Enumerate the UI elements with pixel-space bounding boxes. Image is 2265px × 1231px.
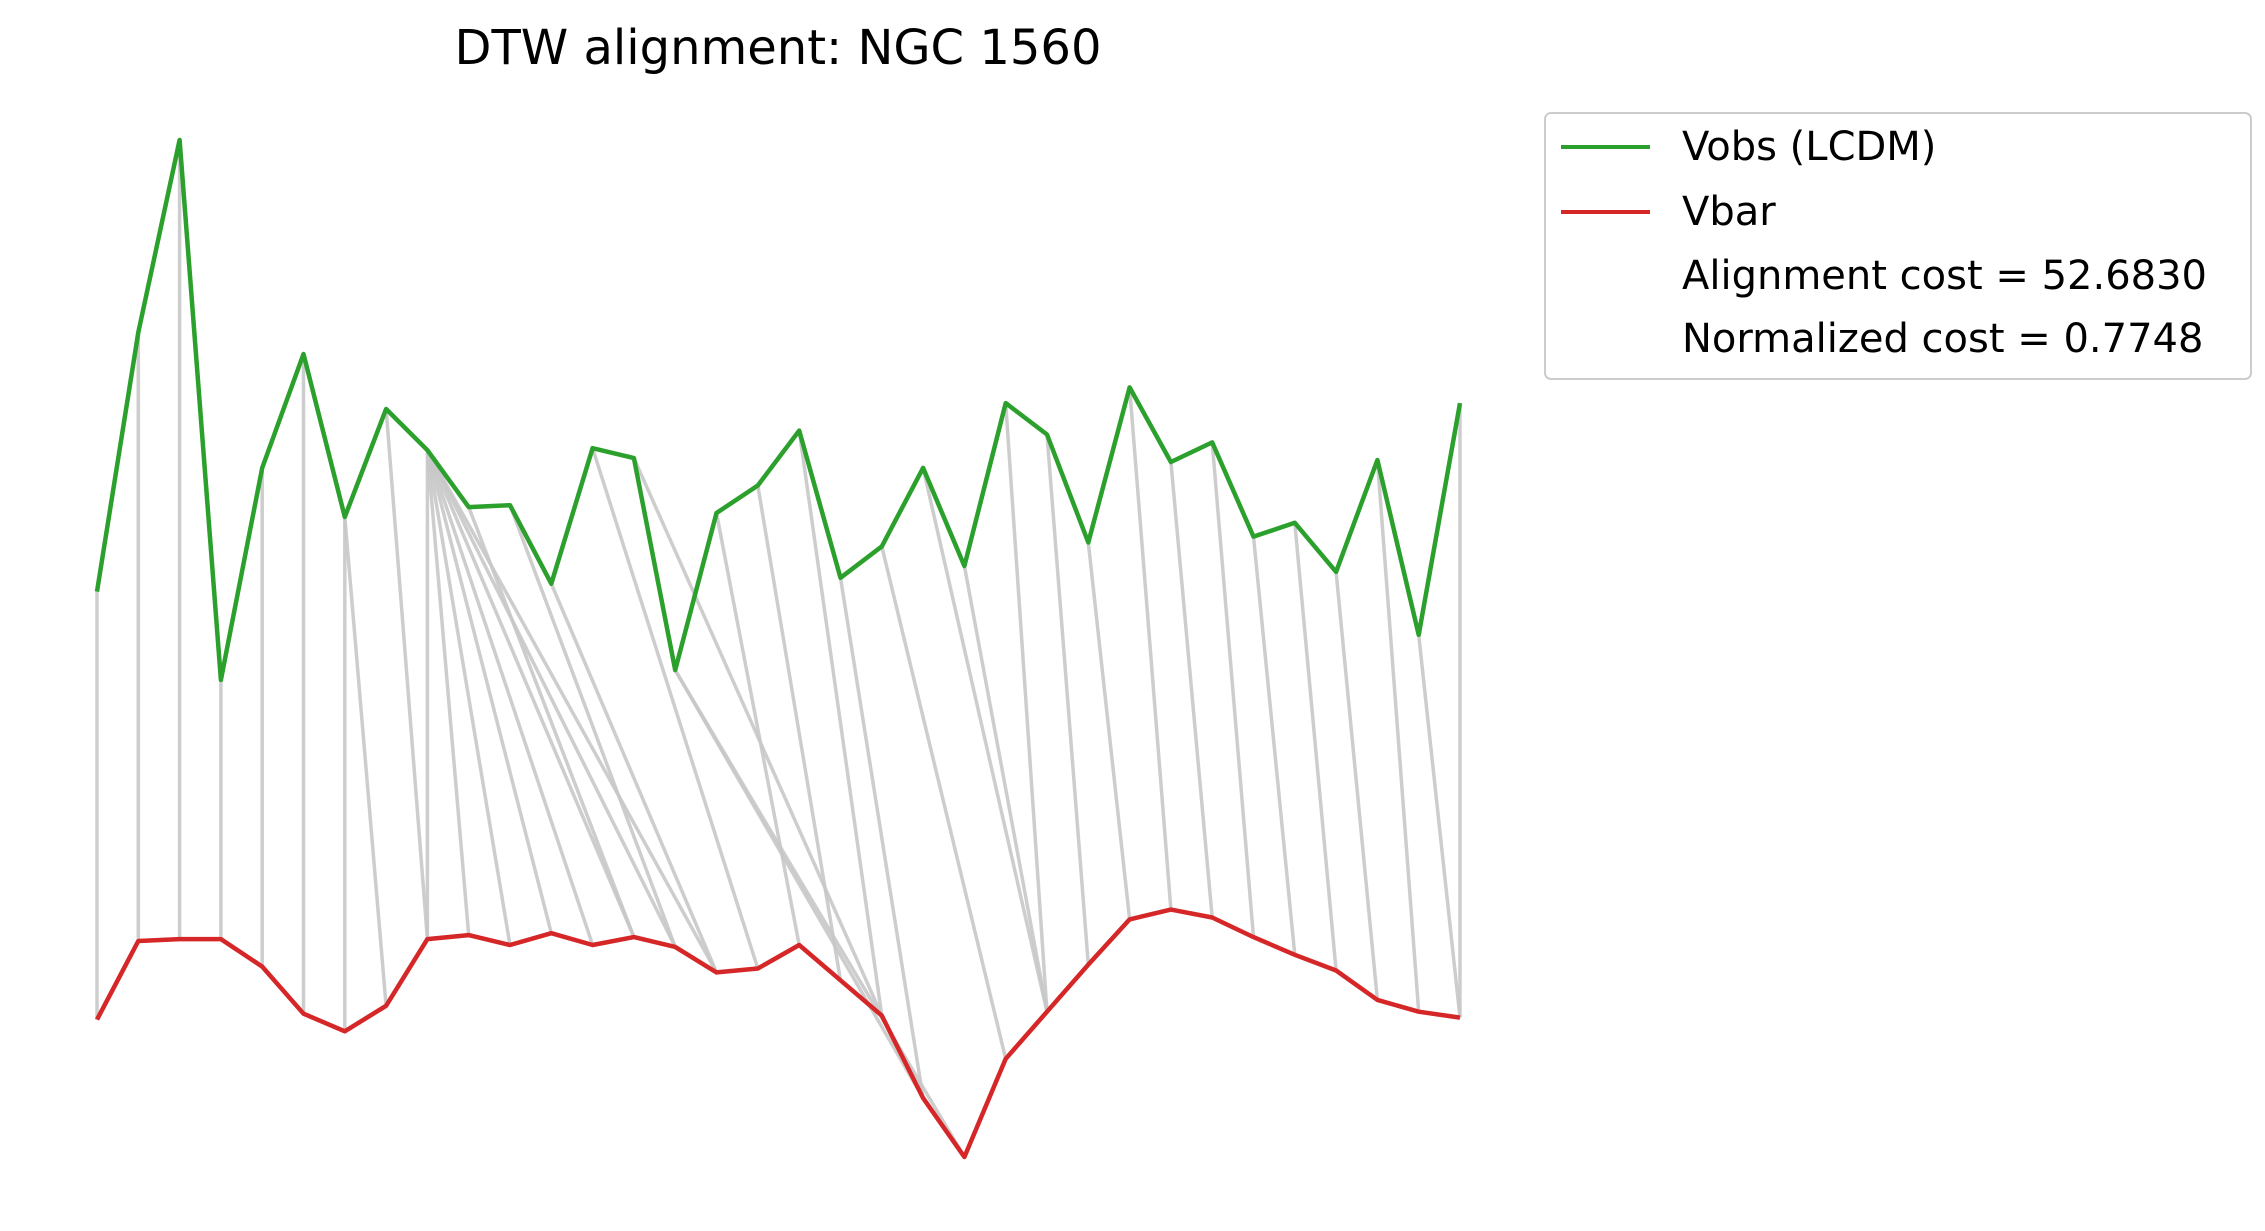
- alignment-line-34: [1127, 387, 1173, 910]
- alignment-lines: [95, 140, 1462, 1158]
- legend-label-vobs: Vobs (LCDM): [1682, 124, 1936, 170]
- alignment-line-17: [467, 506, 636, 938]
- alignment-line-24: [714, 512, 801, 946]
- series-line-vobs: [94, 137, 1463, 683]
- alignment-line-19: [549, 583, 719, 974]
- alignment-line-13: [425, 449, 595, 946]
- alignment-line-36: [1210, 442, 1256, 938]
- legend-alignment-cost: Alignment cost = 52.6830: [1682, 253, 2207, 299]
- plot-area: [94, 137, 1463, 1160]
- alignment-line-26: [797, 430, 884, 1016]
- alignment-line-20: [590, 447, 760, 970]
- alignment-line-37: [1251, 536, 1297, 955]
- alignment-line-25: [756, 485, 843, 981]
- legend-normalized-cost: Normalized cost = 0.7748: [1682, 316, 2203, 362]
- alignment-line-28: [880, 545, 1008, 1060]
- alignment-line-29: [921, 467, 1049, 1013]
- alignment-line-38: [1293, 522, 1338, 971]
- legend: Vobs (LCDM) Vbar Alignment cost = 52.683…: [1544, 112, 2252, 380]
- alignment-line-18: [508, 504, 677, 948]
- alignment-line-12: [425, 449, 553, 934]
- alignment-line-40: [1375, 459, 1421, 1012]
- alignment-line-10: [425, 450, 471, 936]
- alignment-line-7: [343, 516, 388, 1006]
- series-lines: [94, 137, 1463, 1160]
- alignment-line-41: [1416, 634, 1462, 1018]
- alignment-line-11: [425, 449, 512, 946]
- chart-title: DTW alignment: NGC 1560: [455, 20, 1102, 76]
- alignment-line-27: [838, 577, 925, 1099]
- alignment-line-31: [1003, 402, 1049, 1012]
- alignment-line-14: [425, 449, 636, 938]
- alignment-line-30: [962, 565, 1049, 1013]
- series-line-vbar: [95, 907, 1461, 1160]
- alignment-line-23: [673, 669, 966, 1158]
- alignment-line-16: [425, 449, 719, 974]
- alignment-line-35: [1169, 461, 1214, 918]
- alignment-line-32: [1045, 434, 1091, 965]
- alignment-line-33: [1086, 542, 1132, 920]
- legend-frame: [1544, 112, 2252, 380]
- alignment-line-8: [384, 408, 430, 940]
- legend-label-vbar: Vbar: [1682, 189, 1776, 235]
- alignment-line-15: [425, 449, 677, 948]
- alignment-line-39: [1334, 571, 1380, 1001]
